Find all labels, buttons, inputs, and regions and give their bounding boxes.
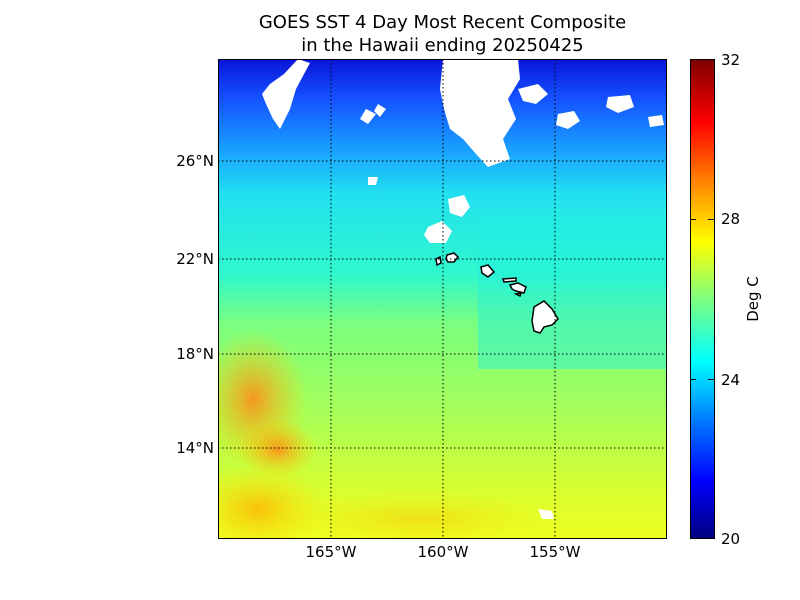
hawaiian-islands <box>435 252 559 334</box>
colorbar-tick-label-24: 24 <box>721 371 741 389</box>
lat-label-18n: 18°N <box>176 345 214 363</box>
graticule <box>218 59 667 539</box>
lon-label-155w: 155°W <box>529 543 581 561</box>
map-title-line2: in the Hawaii ending 20250425 <box>301 35 584 56</box>
map-title-line1: GOES SST 4 Day Most Recent Composite <box>258 12 627 33</box>
sst-cool-band <box>478 209 667 369</box>
lon-label-165w: 165°W <box>305 543 357 561</box>
lat-label-14n: 14°N <box>176 439 214 457</box>
island-hawaii <box>531 300 559 334</box>
lat-label-26n: 26°N <box>176 152 214 170</box>
lon-label-160w: 160°W <box>417 543 469 561</box>
colorbar-tick <box>690 219 696 220</box>
lat-label-22n: 22°N <box>176 250 214 268</box>
colorbar-tick-label-20: 20 <box>721 530 741 548</box>
colorbar-tick <box>690 379 696 380</box>
cloud-mask <box>262 59 664 519</box>
island-molokai <box>501 277 517 283</box>
colorbar <box>690 59 715 539</box>
colorbar-tick <box>708 379 715 380</box>
sst-map <box>218 59 667 539</box>
island-maui <box>508 282 527 294</box>
island-niihau <box>435 255 442 267</box>
island-kahoolawe <box>513 292 523 298</box>
sst-warm-patch <box>278 489 558 539</box>
colorbar-tick-label-28: 28 <box>721 210 741 228</box>
map-frame <box>218 59 667 539</box>
colorbar-label: Deg C <box>744 276 762 322</box>
colorbar-tick-label-32: 32 <box>721 51 741 69</box>
island-oahu <box>480 264 496 278</box>
colorbar-tick <box>708 219 715 220</box>
